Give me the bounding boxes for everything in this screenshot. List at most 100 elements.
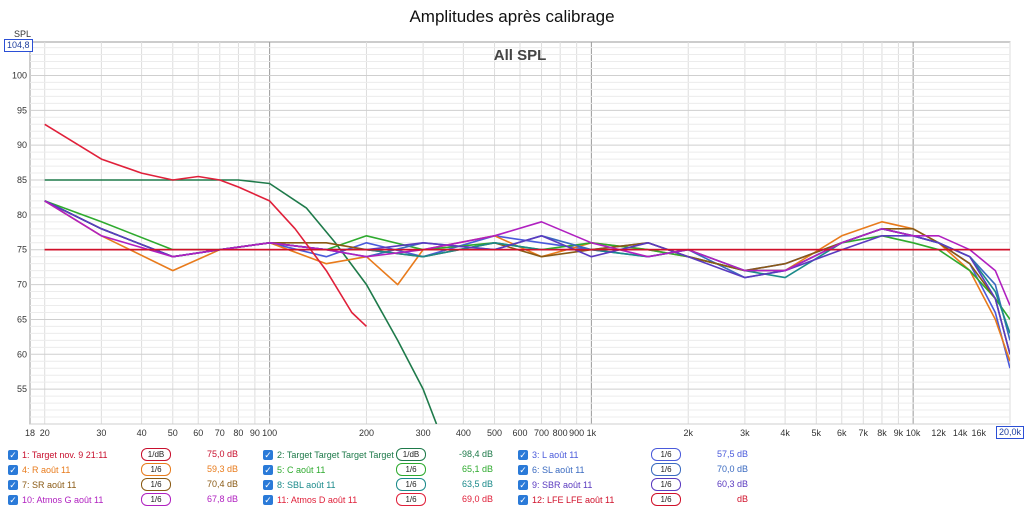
legend-value: 69,0 dB <box>461 494 493 504</box>
smoothing-button[interactable]: 1/6 <box>141 463 171 476</box>
legend-value: 75,0 dB <box>206 449 238 459</box>
x-tick-label: 40 <box>137 428 147 438</box>
legend-value: 70,4 dB <box>206 479 238 489</box>
y-tick-label: 90 <box>17 140 27 150</box>
legend-value: 57,5 dB <box>716 449 748 459</box>
legend-series-name: 11: Atmos D août 11 <box>277 494 358 505</box>
series-line-11 <box>44 123 368 327</box>
y-max-label[interactable]: 104,8 <box>4 39 33 52</box>
legend-item[interactable]: ✓ 9: SBR août 11 <box>518 477 592 492</box>
legend-series-name: 1: Target nov. 9 21:11 <box>22 449 108 460</box>
legend-series-name: 4: R août 11 <box>22 464 71 475</box>
checkbox-icon[interactable]: ✓ <box>8 494 18 505</box>
x-tick-label: 800 <box>553 428 568 438</box>
checkbox-icon[interactable]: ✓ <box>518 464 528 475</box>
y-tick-label: 70 <box>17 280 27 290</box>
smoothing-button[interactable]: 1/6 <box>651 478 681 491</box>
legend-item[interactable]: ✓ 2: Target Target Target Target 1 <box>263 447 401 462</box>
legend-series-name: 8: SBL août 11 <box>277 479 336 490</box>
legend-series-name: 2: Target Target Target Target 1 <box>277 449 402 460</box>
smoothing-button[interactable]: 1/6 <box>651 463 681 476</box>
y-tick-label: 85 <box>17 175 27 185</box>
legend-row: ✓ 1: Target nov. 9 21:11 1/dB 75,0 dB ✓ 2: Ta… <box>0 447 1024 462</box>
legend-value: dB <box>736 494 748 504</box>
legend-item[interactable]: ✓ 7: SR août 11 <box>8 477 76 492</box>
x-tick-label: 2k <box>683 428 693 438</box>
x-tick-label: 3k <box>740 428 750 438</box>
legend-value: 63,5 dB <box>461 479 493 489</box>
legend-value: 70,0 dB <box>716 464 748 474</box>
legend-item[interactable]: ✓ 3: L août 11 <box>518 447 579 462</box>
checkbox-icon[interactable]: ✓ <box>263 479 273 490</box>
checkbox-icon[interactable]: ✓ <box>518 449 528 460</box>
smoothing-button[interactable]: 1/6 <box>141 478 171 491</box>
x-tick-label: 200 <box>359 428 374 438</box>
legend-row: ✓ 7: SR août 11 1/6 70,4 dB ✓ 8: SBL août 11 1… <box>0 477 1024 492</box>
x-tick-label: 70 <box>215 428 225 438</box>
x-tick-label: 900 <box>569 428 584 438</box>
smoothing-button[interactable]: 1/6 <box>651 493 681 506</box>
smoothing-button[interactable]: 1/6 <box>396 478 426 491</box>
legend-row: ✓ 4: R août 11 1/6 59,3 dB ✓ 5: C août 11 1/6 6… <box>0 462 1024 477</box>
checkbox-icon[interactable]: ✓ <box>8 464 18 475</box>
plot-area[interactable]: 55 60 65 70 75 80 85 90 95 100 SPL 18 20 30 40 50 60 70 80… <box>0 0 1024 445</box>
x-tick-label: 500 <box>487 428 502 438</box>
legend-value: 60,3 dB <box>716 479 748 489</box>
x-max-label[interactable]: 20,0k <box>996 426 1024 439</box>
x-tick-label: 7k <box>859 428 869 438</box>
smoothing-button[interactable]: 1/6 <box>651 448 681 461</box>
x-tick-label: 20 <box>40 428 50 438</box>
legend-value: 67,8 dB <box>206 494 238 504</box>
checkbox-icon[interactable]: ✓ <box>263 449 273 460</box>
x-tick-label: 16k <box>972 428 987 438</box>
legend-item[interactable]: ✓ 5: C août 11 <box>263 462 325 477</box>
y-tick-label: 60 <box>17 349 27 359</box>
checkbox-icon[interactable]: ✓ <box>8 479 18 490</box>
y-tick-label: 65 <box>17 314 27 324</box>
legend-series-name: 5: C août 11 <box>277 464 326 475</box>
legend-series-name: 3: L août 11 <box>532 449 579 460</box>
x-tick-label: 1k <box>587 428 597 438</box>
x-tick-label: 300 <box>416 428 431 438</box>
smoothing-button[interactable]: 1/6 <box>141 493 171 506</box>
legend-item[interactable]: ✓ 1: Target nov. 9 21:11 <box>8 447 108 462</box>
smoothing-button[interactable]: 1/dB <box>396 448 426 461</box>
legend-row: ✓ 10: Atmos G août 11 1/6 67,8 dB ✓ 11: Atmos… <box>0 492 1024 507</box>
smoothing-button[interactable]: 1/6 <box>396 493 426 506</box>
x-tick-label: 400 <box>456 428 471 438</box>
legend-series-name: 7: SR août 11 <box>22 479 77 490</box>
x-tick-label: 9k <box>894 428 904 438</box>
checkbox-icon[interactable]: ✓ <box>263 464 273 475</box>
legend-item[interactable]: ✓ 12: LFE LFE août 11 <box>518 492 614 507</box>
x-tick-label: 4k <box>780 428 790 438</box>
y-tick-label: 55 <box>17 384 27 394</box>
legend-series-name: 12: LFE LFE août 11 <box>532 494 615 505</box>
checkbox-icon[interactable]: ✓ <box>263 494 273 505</box>
x-tick-label: 100 <box>262 428 277 438</box>
legend-item[interactable]: ✓ 11: Atmos D août 11 <box>263 492 357 507</box>
x-tick-label: 30 <box>96 428 106 438</box>
x-tick-label: 80 <box>233 428 243 438</box>
x-tick-label: 8k <box>877 428 887 438</box>
legend-item[interactable]: ✓ 10: Atmos G août 11 <box>8 492 103 507</box>
y-tick-label: 100 <box>12 70 27 80</box>
smoothing-button[interactable]: 1/6 <box>396 463 426 476</box>
legend-series-name: 6: SL août 11 <box>532 464 585 475</box>
checkbox-icon[interactable]: ✓ <box>8 449 18 460</box>
checkbox-icon[interactable]: ✓ <box>518 494 528 505</box>
y-tick-label: 80 <box>17 210 27 220</box>
legend-item[interactable]: ✓ 4: R août 11 <box>8 462 70 477</box>
smoothing-button[interactable]: 1/dB <box>141 448 171 461</box>
legend-item[interactable]: ✓ 8: SBL août 11 <box>263 477 336 492</box>
checkbox-icon[interactable]: ✓ <box>518 479 528 490</box>
legend-series-name: 10: Atmos G août 11 <box>22 494 104 505</box>
x-tick-label: 14k <box>953 428 968 438</box>
series-line-2 <box>44 179 438 424</box>
x-tick-label: 12k <box>931 428 946 438</box>
x-tick-label: 10k <box>906 428 921 438</box>
x-tick-label: 18 <box>25 428 35 438</box>
x-tick-label: 90 <box>250 428 260 438</box>
legend-value: 59,3 dB <box>206 464 238 474</box>
legend-item[interactable]: ✓ 6: SL août 11 <box>518 462 585 477</box>
x-tick-label: 6k <box>837 428 847 438</box>
